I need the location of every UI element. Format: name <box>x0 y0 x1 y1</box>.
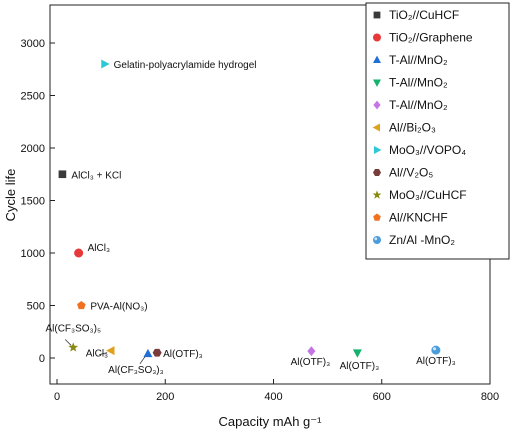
data-point <box>101 59 110 69</box>
data-point <box>58 170 67 179</box>
legend-label: T-Al//MnO₂ <box>389 76 448 90</box>
legend-marker <box>372 123 380 132</box>
legend-marker <box>373 55 381 63</box>
annotation-leader <box>139 356 146 365</box>
y-axis-title: Cycle life <box>3 169 18 222</box>
legend-label: MoO₃//VOPO₄ <box>389 143 466 157</box>
legend-label: MoO₃//CuHCF <box>389 188 467 202</box>
data-points <box>58 59 441 358</box>
point-annotation: AlCl₃ <box>86 349 108 360</box>
annotation-leader <box>64 339 72 346</box>
point-annotation: Al(OTF)₃ <box>416 356 456 367</box>
legend-marker <box>374 146 382 154</box>
y-tick-label: 500 <box>27 301 45 313</box>
point-annotation: AlCl₃ + KCl <box>71 170 121 181</box>
legend-label: Al//V₂O₅ <box>389 166 433 180</box>
legend-label: Al//KNCHF <box>389 211 448 225</box>
y-tick-label: 1500 <box>21 196 45 208</box>
legend-label: TiO₂//Graphene <box>389 31 473 45</box>
legend-box <box>365 2 510 260</box>
x-axis-title: Capacity mAh g⁻¹ <box>219 414 323 429</box>
legend-marker <box>373 11 381 19</box>
point-annotation: Al(OTF)₃ <box>291 357 331 368</box>
legend-label: T-Al//MnO₂ <box>389 98 448 112</box>
legend-marker <box>373 213 381 221</box>
legend-marker <box>373 79 381 87</box>
axis-ticks: 0 200 400 600 800 0 500 1000 1500 2000 2500 3000 <box>21 38 500 403</box>
y-tick-label: 2500 <box>21 91 45 103</box>
y-tick-label: 3000 <box>21 38 45 50</box>
point-annotation: Gelatin-polyacrylamide hydrogel <box>114 60 257 71</box>
y-tick-label: 1000 <box>21 248 45 260</box>
x-tick-label: 200 <box>156 391 174 403</box>
legend-label: TiO₂//CuHCF <box>389 8 459 22</box>
point-annotation: AlCl₃ <box>88 243 110 254</box>
legend: TiO₂//CuHCF TiO₂//Graphene T-Al//MnO₂ T-Al/… <box>365 2 510 260</box>
point-annotation: Al(OTF)₃ <box>340 361 380 372</box>
x-tick-label: 600 <box>373 391 391 403</box>
data-point <box>431 345 441 355</box>
legend-marker <box>373 169 381 176</box>
legend-marker <box>372 190 382 199</box>
data-point <box>152 348 162 357</box>
legend-label: Al//Bi₂O₃ <box>389 121 436 135</box>
data-point <box>74 248 84 258</box>
legend-label: T-Al//MnO₂ <box>389 53 448 67</box>
point-annotation: Al(OTF)₃ <box>163 349 203 360</box>
y-tick-label: 2000 <box>21 143 45 155</box>
point-annotation: PVA-Al(NO₃) <box>90 302 147 313</box>
x-tick-label: 0 <box>54 391 60 403</box>
x-tick-label: 400 <box>264 391 282 403</box>
data-point <box>68 342 79 352</box>
data-point <box>307 346 316 357</box>
annotation-leader <box>99 352 108 356</box>
legend-marker <box>373 100 381 110</box>
data-point <box>106 346 115 356</box>
x-tick-label: 800 <box>481 391 499 403</box>
y-tick-label: 0 <box>39 353 45 365</box>
marker-highlight <box>432 347 437 351</box>
legend-marker <box>373 236 381 244</box>
point-annotation: Al(CF₃SO₃)₅ <box>45 324 101 335</box>
marker-highlight <box>374 237 378 241</box>
legend-label: Zn/Al -MnO₂ <box>389 233 455 247</box>
data-point <box>77 301 86 310</box>
data-point <box>352 349 362 358</box>
point-annotation: Al(CF₃SO₃)₃ <box>108 365 164 376</box>
legend-marker <box>373 33 381 42</box>
data-point <box>143 348 153 358</box>
